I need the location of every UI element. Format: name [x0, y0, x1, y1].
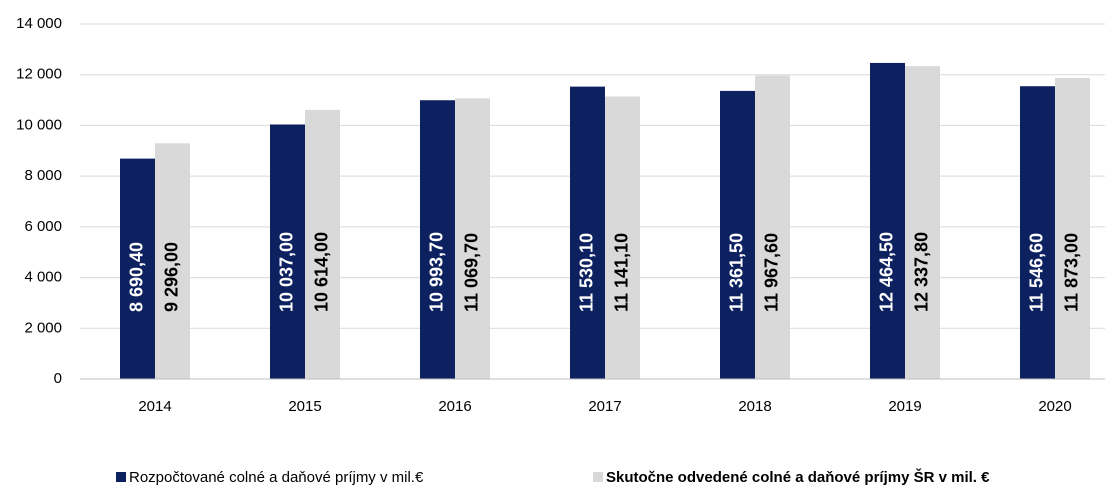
bar [455, 98, 490, 379]
bar [570, 86, 605, 379]
y-tick-label: 10 000 [16, 116, 62, 133]
x-tick-label: 2019 [888, 398, 921, 415]
x-tick-label: 2020 [1038, 398, 1071, 415]
value-label: 11 530,10 [576, 233, 596, 312]
legend-swatch [116, 472, 126, 482]
value-label: 11 873,00 [1061, 233, 1081, 312]
value-label: 8 690,40 [126, 242, 146, 312]
bar [870, 62, 905, 380]
legend-label: Skutočne odvedené colné a daňové príjmy … [606, 468, 990, 486]
y-tick-label: 2 000 [24, 319, 62, 336]
value-label: 12 464,50 [876, 232, 896, 312]
value-label: 11 546,60 [1026, 233, 1046, 312]
legend-swatch [593, 472, 603, 482]
value-label: 11 069,70 [461, 233, 481, 312]
legend-label: Rozpočtované colné a daňové príjmy v mil… [129, 469, 424, 486]
y-tick-label: 14 000 [16, 15, 62, 32]
value-label: 11 967,60 [761, 233, 781, 312]
y-tick-label: 4 000 [24, 269, 62, 286]
bar [155, 143, 190, 379]
bar [720, 90, 755, 380]
value-label: 12 337,80 [911, 232, 931, 312]
value-label: 11 361,50 [726, 233, 746, 312]
bar [305, 109, 340, 379]
bar [1020, 86, 1055, 379]
x-tick-label: 2017 [588, 398, 621, 415]
bar [120, 158, 155, 379]
value-label: 10 993,70 [426, 232, 446, 312]
bar [270, 124, 305, 379]
y-tick-label: 8 000 [24, 167, 62, 184]
value-label: 11 141,10 [611, 233, 631, 312]
bar [905, 66, 940, 379]
bar [755, 75, 790, 379]
bar [420, 100, 455, 380]
y-tick-label: 12 000 [16, 66, 62, 83]
value-label: 10 614,00 [311, 232, 331, 312]
bar [605, 96, 640, 380]
value-label: 9 296,00 [161, 242, 181, 312]
y-tick-label: 0 [54, 370, 62, 387]
y-tick-label: 6 000 [24, 218, 62, 235]
bar [1055, 77, 1090, 380]
value-label: 10 037,00 [276, 232, 296, 312]
x-tick-label: 2018 [738, 398, 771, 415]
x-tick-label: 2016 [438, 398, 471, 415]
x-tick-label: 2015 [288, 398, 321, 415]
x-tick-label: 2014 [138, 398, 171, 415]
